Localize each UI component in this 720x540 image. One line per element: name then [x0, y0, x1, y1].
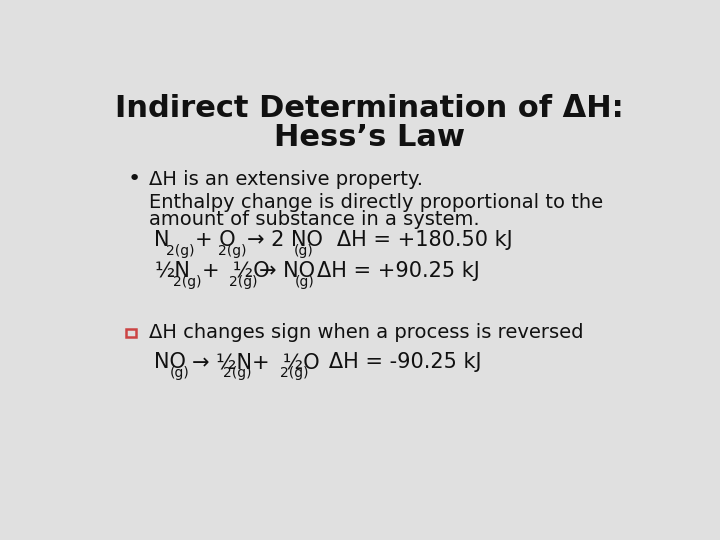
Text: ΔH = -90.25 kJ: ΔH = -90.25 kJ [309, 352, 481, 373]
Text: + O: + O [195, 230, 236, 249]
Text: 2(g): 2(g) [217, 244, 246, 258]
Text: Indirect Determination of ΔH:: Indirect Determination of ΔH: [114, 94, 624, 123]
Text: (g): (g) [294, 244, 314, 258]
Text: ΔH is an extensive property.: ΔH is an extensive property. [148, 170, 423, 188]
Text: Hess’s Law: Hess’s Law [274, 123, 464, 152]
Text: ½N: ½N [154, 261, 190, 281]
Text: amount of substance in a system.: amount of substance in a system. [148, 210, 480, 229]
Text: 2(g): 2(g) [230, 275, 258, 289]
Text: Enthalpy change is directly proportional to the: Enthalpy change is directly proportional… [148, 193, 603, 212]
Text: (g): (g) [294, 275, 315, 289]
Text: → ½N: → ½N [192, 352, 252, 373]
Text: → NO: → NO [258, 261, 315, 281]
Text: +  ½O: + ½O [252, 352, 320, 373]
Text: 2(g): 2(g) [173, 275, 201, 289]
Text: ΔH = +180.50 kJ: ΔH = +180.50 kJ [317, 230, 512, 249]
Text: ΔH changes sign when a process is reversed: ΔH changes sign when a process is revers… [148, 323, 583, 342]
Text: ΔH = +90.25 kJ: ΔH = +90.25 kJ [317, 261, 480, 281]
Text: → 2 NO: → 2 NO [247, 230, 323, 249]
Text: 2(g): 2(g) [222, 367, 251, 381]
Text: 2(g): 2(g) [280, 367, 308, 381]
Text: (g): (g) [170, 367, 189, 381]
Text: NO: NO [154, 352, 186, 373]
Text: +  ½O: + ½O [202, 261, 269, 281]
Text: •: • [128, 169, 141, 189]
Text: N: N [154, 230, 170, 249]
Text: 2(g): 2(g) [166, 244, 195, 258]
